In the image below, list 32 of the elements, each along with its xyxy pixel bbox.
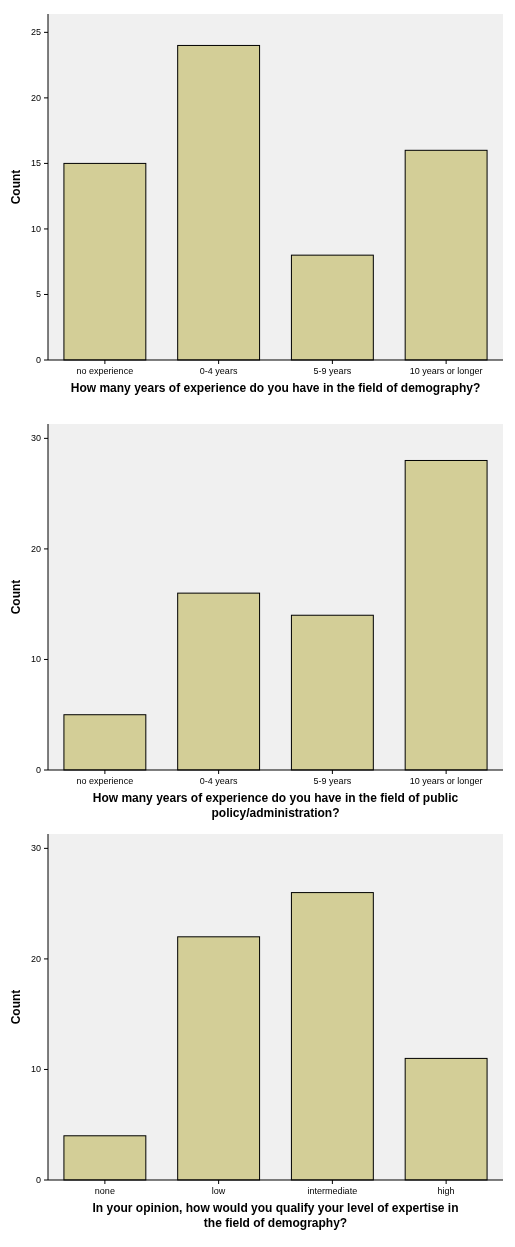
y-tick-label: 10: [30, 654, 41, 665]
y-tick-label: 0: [35, 354, 41, 365]
x-axis-title: In your opinion, how would you qualify your level of expertise in the field of demography?: [92, 1201, 459, 1230]
x-tick-label: low: [211, 1186, 226, 1196]
y-tick-label: 30: [30, 843, 41, 854]
y-tick-label: 20: [30, 953, 41, 964]
x-tick-label: 0-4 years: [199, 776, 238, 786]
x-tick-label: intermediate: [307, 1186, 358, 1196]
y-tick-label: 30: [30, 433, 41, 444]
x-tick-label: none: [94, 1186, 115, 1196]
y-tick-label: 15: [30, 158, 41, 169]
y-tick-label: 0: [35, 1174, 41, 1185]
x-tick-label: 0-4 years: [199, 366, 238, 376]
y-axis-title: Count: [9, 989, 23, 1025]
x-axis-title: How many years of experience do you have in the field of demography?: [70, 381, 481, 395]
y-axis-title: Count: [9, 169, 23, 205]
x-tick-label: no experience: [76, 776, 134, 786]
y-axis-title: Count: [9, 579, 23, 615]
y-tick-label: 0: [35, 764, 41, 775]
y-tick-label: 20: [30, 543, 41, 554]
y-tick-label: 25: [30, 27, 41, 38]
x-tick-label: 5-9 years: [313, 776, 352, 786]
x-axis-title: How many years of experience do you have in the field of public policy/administration?: [92, 791, 459, 820]
y-tick-label: 20: [30, 92, 41, 103]
y-tick-label: 10: [30, 1064, 41, 1075]
y-tick-label: 5: [35, 289, 41, 300]
x-tick-label: high: [437, 1186, 455, 1196]
x-tick-label: no experience: [76, 366, 134, 376]
y-tick-label: 10: [30, 223, 41, 234]
x-tick-label: 10 years or longer: [409, 366, 483, 376]
x-tick-label: 5-9 years: [313, 366, 352, 376]
x-tick-label: 10 years or longer: [409, 776, 483, 786]
